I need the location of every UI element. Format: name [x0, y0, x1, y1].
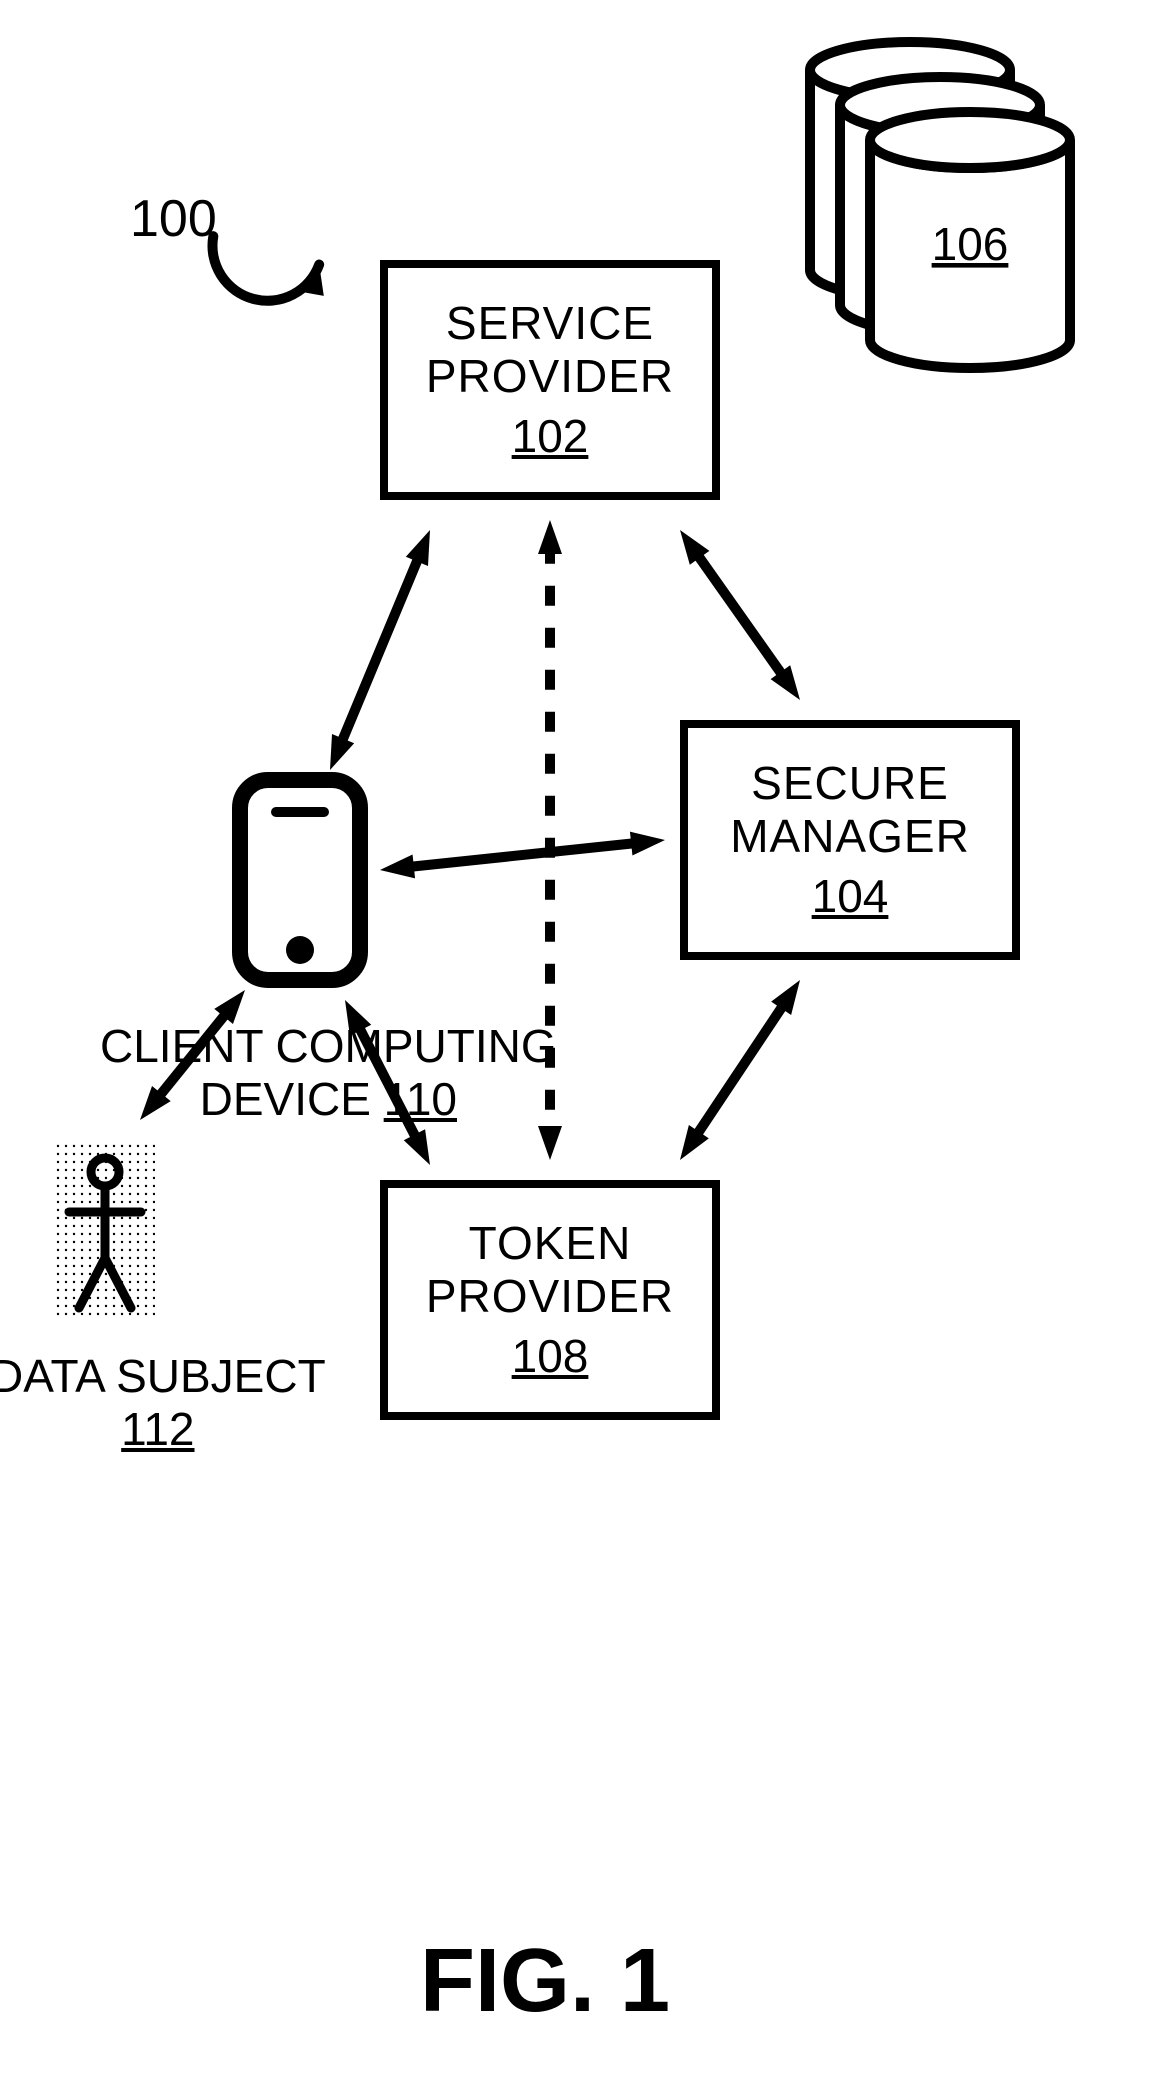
client-device-label: CLIENT COMPUTING DEVICE 110	[100, 1020, 557, 1126]
token-provider-node: TOKEN PROVIDER 108	[380, 1180, 720, 1420]
service-provider-ref: 102	[512, 409, 589, 463]
token-provider-label-l2: PROVIDER	[426, 1270, 674, 1322]
diagram-canvas: 100 SERVICE PROVIDER 102 SECURE MANAGER …	[0, 0, 1157, 2086]
data-subject-label: DATA SUBJECT 112	[0, 1350, 326, 1456]
client-device-label-l1: CLIENT COMPUTING	[100, 1020, 557, 1072]
secure-manager-label-l2: MANAGER	[730, 810, 970, 862]
service-provider-label-l2: PROVIDER	[426, 350, 674, 402]
service-provider-label-l1: SERVICE	[446, 297, 654, 349]
service-provider-node: SERVICE PROVIDER 102	[380, 260, 720, 500]
secure-manager-label-l1: SECURE	[751, 757, 949, 809]
figure-caption-text: FIG. 1	[420, 1931, 670, 2031]
client-device-icon	[236, 776, 364, 984]
secure-manager-ref: 104	[812, 869, 889, 923]
client-device-ref: 110	[384, 1073, 457, 1125]
token-provider-label-l1: TOKEN	[469, 1217, 632, 1269]
system-ref-label: 100	[130, 190, 217, 250]
data-subject-ref: 112	[121, 1403, 194, 1455]
figure-caption: FIG. 1	[420, 1930, 670, 2033]
data-subject-icon	[55, 1140, 155, 1320]
data-subject-label-l1: DATA SUBJECT	[0, 1350, 326, 1402]
database-icons: 106	[810, 42, 1070, 368]
client-device-label-l2: DEVICE	[200, 1073, 371, 1125]
svg-text:106: 106	[932, 218, 1009, 270]
system-ref-number: 100	[130, 190, 217, 248]
token-provider-ref: 108	[512, 1329, 589, 1383]
secure-manager-node: SECURE MANAGER 104	[680, 720, 1020, 960]
